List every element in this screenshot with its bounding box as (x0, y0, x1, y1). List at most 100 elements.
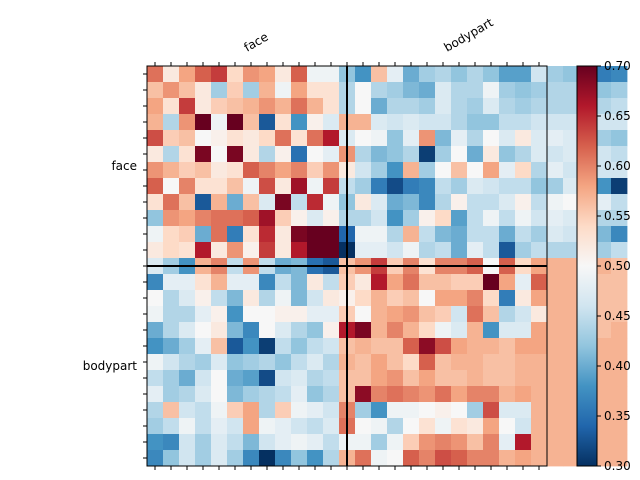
heatmap-cell (307, 370, 324, 387)
heatmap-cell (611, 178, 628, 195)
heatmap-cell (179, 450, 196, 467)
colorbar-tick-label: 0.70 (604, 59, 631, 73)
heatmap-cell (355, 434, 372, 451)
heatmap-cell (355, 82, 372, 99)
heatmap-cell (355, 130, 372, 147)
heatmap-cell (403, 290, 420, 307)
heatmap-cell (211, 82, 228, 99)
heatmap-cell (355, 194, 372, 211)
heatmap-cell (467, 338, 484, 355)
heatmap-cell (403, 162, 420, 179)
heatmap-cell (291, 386, 308, 403)
heatmap-cell (499, 354, 516, 371)
y-tick-labels: face bodypart (83, 159, 138, 373)
heatmap-cell (611, 306, 628, 323)
heatmap-cell (163, 306, 180, 323)
heatmap-cell (563, 402, 580, 419)
heatmap-cell (323, 242, 340, 259)
heatmap-cell (435, 370, 452, 387)
heatmap-cell (467, 194, 484, 211)
heatmap-cell (403, 418, 420, 435)
heatmap-cell (179, 162, 196, 179)
heatmap-cell (547, 290, 564, 307)
heatmap-cell (179, 66, 196, 83)
heatmap-cell (451, 418, 468, 435)
heatmap-cell (451, 210, 468, 227)
heatmap-cell (595, 434, 612, 451)
heatmap-cell (195, 354, 212, 371)
heatmap-cell (243, 162, 260, 179)
heatmap-cell (355, 66, 372, 83)
x-group-label: face (242, 30, 271, 55)
heatmap-cell (371, 210, 388, 227)
heatmap-cell (451, 450, 468, 467)
heatmap-cell (595, 450, 612, 467)
heatmap-cell (179, 82, 196, 99)
heatmap-cell (547, 434, 564, 451)
heatmap-cell (403, 242, 420, 259)
heatmap-cell (451, 226, 468, 243)
heatmap-cell (467, 242, 484, 259)
heatmap-cell (307, 226, 324, 243)
heatmap-cell (211, 370, 228, 387)
heatmap-cell (403, 402, 420, 419)
heatmap-cell (499, 226, 516, 243)
heatmap-cell (275, 226, 292, 243)
heatmap-cell (499, 322, 516, 339)
heatmap-cell (515, 322, 532, 339)
heatmap-cell (195, 450, 212, 467)
heatmap-cell (291, 114, 308, 131)
heatmap-cell (243, 242, 260, 259)
heatmap-cell (531, 290, 548, 307)
heatmap-cell (179, 130, 196, 147)
heatmap-cell (499, 418, 516, 435)
heatmap-cell (147, 402, 164, 419)
heatmap-cell (323, 290, 340, 307)
heatmap-cell (211, 290, 228, 307)
heatmap-cell (323, 66, 340, 83)
heatmap-cell (435, 418, 452, 435)
heatmap-cell (611, 402, 628, 419)
heatmap-cell (355, 242, 372, 259)
heatmap-cell (435, 82, 452, 99)
heatmap-cell (243, 306, 260, 323)
heatmap-cell (483, 194, 500, 211)
heatmap-cell (515, 226, 532, 243)
heatmap-cell (275, 162, 292, 179)
heatmap-cell (307, 98, 324, 115)
heatmap-cell (291, 194, 308, 211)
x-ticks (154, 62, 540, 470)
heatmap-cell (515, 338, 532, 355)
heatmap-cell (483, 290, 500, 307)
heatmap-cell (163, 354, 180, 371)
heatmap-cell (403, 274, 420, 291)
heatmap-cell (179, 386, 196, 403)
heatmap-cell (147, 194, 164, 211)
heatmap-cell (403, 322, 420, 339)
heatmap-cell (547, 322, 564, 339)
heatmap-cell (467, 290, 484, 307)
heatmap-cell (195, 322, 212, 339)
heatmap-cell (371, 274, 388, 291)
heatmap-cell (195, 386, 212, 403)
heatmap-cell (163, 146, 180, 163)
heatmap-cell (371, 194, 388, 211)
heatmap-cell (211, 130, 228, 147)
heatmap-cell (467, 114, 484, 131)
heatmap-cell (387, 290, 404, 307)
heatmap-cell (291, 354, 308, 371)
heatmap-cell (547, 226, 564, 243)
heatmap-cell (259, 322, 276, 339)
heatmap-cell (387, 418, 404, 435)
heatmap-cell (323, 338, 340, 355)
heatmap-cell (147, 162, 164, 179)
heatmap-cell (259, 194, 276, 211)
heatmap-cell (163, 162, 180, 179)
heatmap-cell (499, 370, 516, 387)
heatmap-cell (227, 290, 244, 307)
colorbar-tick-label: 0.35 (604, 409, 631, 423)
heatmap-cell (387, 242, 404, 259)
heatmap-cell (243, 338, 260, 355)
heatmap-cell (147, 306, 164, 323)
